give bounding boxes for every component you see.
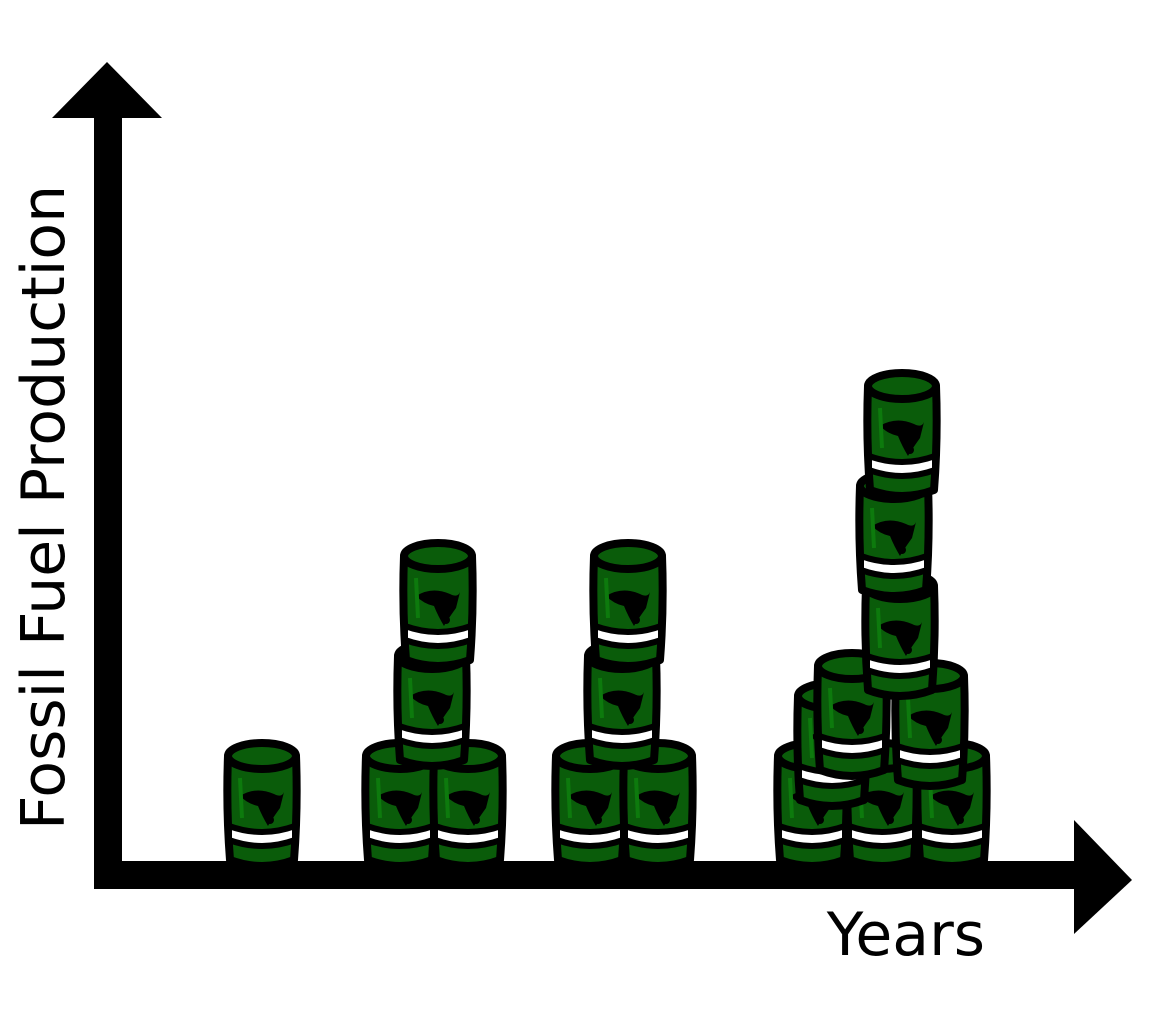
- bar-2: [365, 543, 502, 866]
- x-axis-label: Years: [826, 900, 985, 970]
- y-axis-label: Fossil Fuel Production: [9, 185, 79, 830]
- bar-1: [227, 743, 296, 866]
- bar-3: [555, 543, 692, 866]
- x-axis-arrow-icon: [1074, 820, 1132, 934]
- y-axis: [52, 62, 162, 889]
- barrel-stacks: [227, 373, 986, 866]
- bar-4: [777, 373, 986, 866]
- barrel-icon: [867, 373, 936, 496]
- barrel-icon: [403, 543, 472, 666]
- barrel-icon: [593, 543, 662, 666]
- barrel-icon: [227, 743, 296, 866]
- y-axis-arrow-icon: [52, 62, 162, 118]
